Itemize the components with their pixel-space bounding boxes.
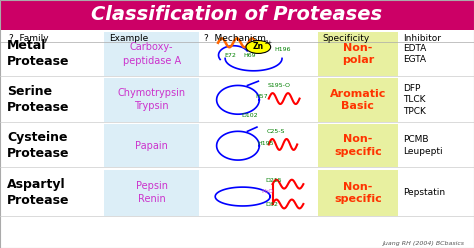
FancyBboxPatch shape xyxy=(318,124,398,167)
Text: Non-
specific: Non- specific xyxy=(334,182,382,204)
Text: Classification of Proteases: Classification of Proteases xyxy=(91,5,383,24)
Text: Chymotrypsin
Trypsin: Chymotrypsin Trypsin xyxy=(118,88,186,111)
Text: D215: D215 xyxy=(265,178,282,184)
Text: Pepsin
Renin: Pepsin Renin xyxy=(136,181,168,204)
FancyBboxPatch shape xyxy=(104,32,199,76)
Text: ?  Mechanism: ? Mechanism xyxy=(204,34,266,43)
Text: Cysteine
Protease: Cysteine Protease xyxy=(7,131,70,160)
FancyBboxPatch shape xyxy=(318,78,398,122)
FancyBboxPatch shape xyxy=(318,32,398,76)
Text: Specificity: Specificity xyxy=(322,34,370,43)
Text: Juang RH (2004) BCbasics: Juang RH (2004) BCbasics xyxy=(383,241,465,246)
Text: E72: E72 xyxy=(224,53,236,58)
Text: Non-
polar: Non- polar xyxy=(342,43,374,65)
Text: Pepstatin: Pepstatin xyxy=(403,188,445,197)
Text: Non-
specific: Non- specific xyxy=(334,134,382,157)
Text: Carboxy-
peptidase A: Carboxy- peptidase A xyxy=(123,42,181,65)
Text: D102: D102 xyxy=(241,113,258,118)
FancyBboxPatch shape xyxy=(104,78,199,122)
Text: H₂O: H₂O xyxy=(262,189,274,194)
Text: D32: D32 xyxy=(265,202,278,207)
Text: ?  Family: ? Family xyxy=(9,34,49,43)
Text: Zn: Zn xyxy=(253,42,264,52)
Text: Papain: Papain xyxy=(135,141,168,151)
Text: H195: H195 xyxy=(257,141,273,146)
Text: S195-O: S195-O xyxy=(268,83,291,88)
Text: Metal
Protease: Metal Protease xyxy=(7,39,70,68)
Text: Example: Example xyxy=(109,34,148,43)
Text: H196: H196 xyxy=(275,47,291,52)
Text: Aromatic
Basic: Aromatic Basic xyxy=(330,89,386,111)
Text: Serine
Protease: Serine Protease xyxy=(7,85,70,114)
Text: Aspartyl
Protease: Aspartyl Protease xyxy=(7,178,70,207)
FancyBboxPatch shape xyxy=(0,0,474,30)
Text: PCMB
Leupepti: PCMB Leupepti xyxy=(403,135,443,156)
Text: Inhibitor: Inhibitor xyxy=(403,34,441,43)
FancyBboxPatch shape xyxy=(318,170,398,216)
FancyBboxPatch shape xyxy=(104,170,199,216)
Text: H57: H57 xyxy=(255,93,268,99)
Text: EDTA
EGTA: EDTA EGTA xyxy=(403,44,426,64)
Text: 2+: 2+ xyxy=(265,39,273,45)
Text: C25-S: C25-S xyxy=(266,129,285,134)
FancyBboxPatch shape xyxy=(104,124,199,167)
Circle shape xyxy=(246,40,271,54)
Text: H69: H69 xyxy=(244,53,256,59)
Text: DFP
TLCK
TPCK: DFP TLCK TPCK xyxy=(403,84,426,116)
